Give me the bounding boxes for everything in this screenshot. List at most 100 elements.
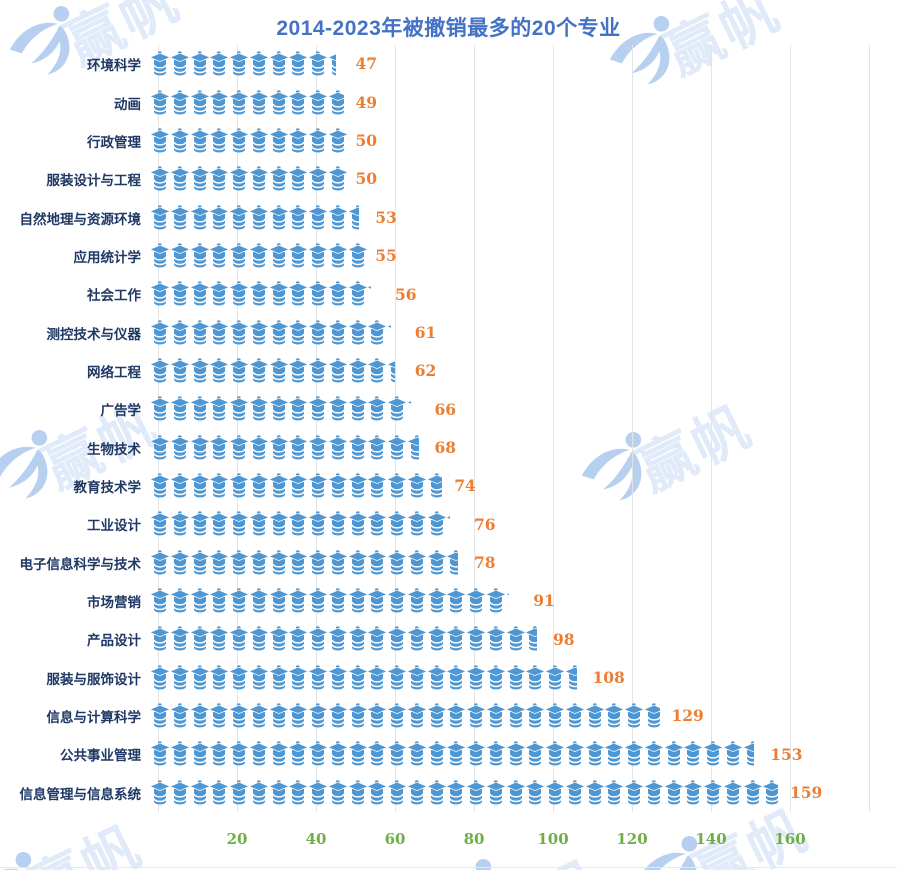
graduation-cap-icon (407, 396, 411, 422)
graduation-cap-icon (288, 320, 308, 346)
graduation-cap-icon (150, 435, 170, 461)
graduation-cap-icon (190, 205, 210, 231)
graduation-cap-icon (150, 128, 170, 154)
graduation-cap-icon (328, 665, 348, 691)
graduation-cap-icon (249, 550, 269, 576)
graduation-cap-icon (486, 780, 506, 806)
graduation-cap-icon (367, 741, 387, 767)
graduation-cap-icon (604, 780, 624, 806)
graduation-cap-icon (387, 780, 407, 806)
graduation-cap-icon (229, 396, 249, 422)
partial-graduation-cap-icon (367, 281, 371, 307)
icon-bar: 74 (150, 473, 476, 499)
category-label: 服装设计与工程 (46, 173, 142, 189)
gridline (711, 45, 712, 812)
graduation-cap-icon (288, 703, 308, 729)
graduation-cap-icon (249, 741, 269, 767)
graduation-cap-icon (288, 550, 308, 576)
graduation-cap-icon (249, 90, 269, 116)
graduation-cap-icon (288, 51, 308, 77)
graduation-cap-icon (328, 166, 348, 192)
graduation-cap-icon (348, 780, 368, 806)
graduation-cap-icon (624, 741, 644, 767)
graduation-cap-icon (328, 511, 348, 537)
graduation-cap-icon (190, 320, 210, 346)
graduation-cap-icon (150, 320, 170, 346)
chart-row: 公共事业管理 153 (0, 735, 897, 773)
graduation-cap-icon (209, 626, 229, 652)
graduation-cap-icon (486, 665, 506, 691)
graduation-cap-icon (308, 320, 328, 346)
graduation-cap-icon (506, 626, 526, 652)
graduation-cap-icon (190, 435, 210, 461)
graduation-cap-icon (190, 511, 210, 537)
graduation-cap-icon (367, 320, 387, 346)
value-label: 159 (789, 783, 823, 803)
graduation-cap-icon (170, 128, 190, 154)
graduation-cap-icon (545, 780, 565, 806)
value-label: 129 (671, 706, 704, 726)
graduation-cap-icon (229, 435, 249, 461)
graduation-cap-icon (269, 243, 289, 269)
value-label: 74 (454, 476, 476, 496)
value-label: 76 (473, 514, 496, 534)
graduation-cap-icon (308, 243, 328, 269)
category-label: 服装与服饰设计 (46, 671, 142, 687)
graduation-cap-icon (743, 780, 763, 806)
graduation-cap-icon (407, 550, 427, 576)
graduation-cap-icon (367, 511, 387, 537)
value-label: 53 (375, 207, 397, 227)
graduation-cap-icon (723, 741, 743, 767)
graduation-cap-icon (269, 435, 289, 461)
graduation-cap-icon (190, 358, 210, 384)
graduation-cap-icon (427, 780, 447, 806)
icon-bar: 108 (150, 665, 625, 691)
graduation-cap-icon (328, 435, 348, 461)
graduation-cap-icon (170, 396, 190, 422)
graduation-cap-icon (328, 550, 348, 576)
x-tick-label: 100 (537, 830, 569, 848)
value-label: 55 (375, 246, 397, 266)
graduation-cap-icon (367, 435, 387, 461)
category-label: 市场营销 (87, 595, 141, 611)
gridline (158, 45, 159, 812)
chart-row: 应用统计学 55 (0, 237, 897, 275)
graduation-cap-icon (249, 780, 269, 806)
graduation-cap-icon (348, 703, 368, 729)
graduation-cap-icon (170, 626, 190, 652)
graduation-cap-icon (407, 435, 419, 461)
graduation-cap-icon (150, 90, 170, 116)
graduation-cap-icon (427, 550, 447, 576)
graduation-cap-icon (150, 626, 170, 652)
graduation-cap-icon (288, 90, 308, 116)
graduation-cap-icon (288, 166, 308, 192)
graduation-cap-icon (427, 741, 447, 767)
graduation-cap-icon (190, 166, 210, 192)
graduation-cap-icon (269, 550, 289, 576)
graduation-cap-icon (150, 281, 170, 307)
icon-bar: 78 (150, 550, 496, 576)
graduation-cap-icon (209, 741, 229, 767)
graduation-cap-icon (308, 90, 328, 116)
graduation-cap-icon (545, 741, 565, 767)
graduation-cap-icon (644, 741, 664, 767)
graduation-cap-icon (190, 243, 210, 269)
partial-graduation-cap-icon (328, 90, 344, 116)
graduation-cap-icon (348, 550, 368, 576)
graduation-cap-icon (170, 780, 190, 806)
graduation-cap-icon (446, 626, 466, 652)
graduation-cap-icon (269, 166, 289, 192)
graduation-cap-icon (308, 588, 328, 614)
graduation-cap-icon (249, 473, 269, 499)
graduation-cap-icon (170, 741, 190, 767)
partial-graduation-cap-icon (506, 588, 510, 614)
chart-bottom-border (0, 867, 897, 868)
graduation-cap-icon (387, 511, 407, 537)
value-label: 153 (770, 744, 803, 764)
graduation-cap-icon (249, 703, 269, 729)
graduation-cap-icon (644, 780, 664, 806)
icon-bar: 68 (150, 435, 456, 461)
graduation-cap-icon (427, 588, 447, 614)
graduation-cap-icon (229, 473, 249, 499)
graduation-cap-icon (367, 588, 387, 614)
